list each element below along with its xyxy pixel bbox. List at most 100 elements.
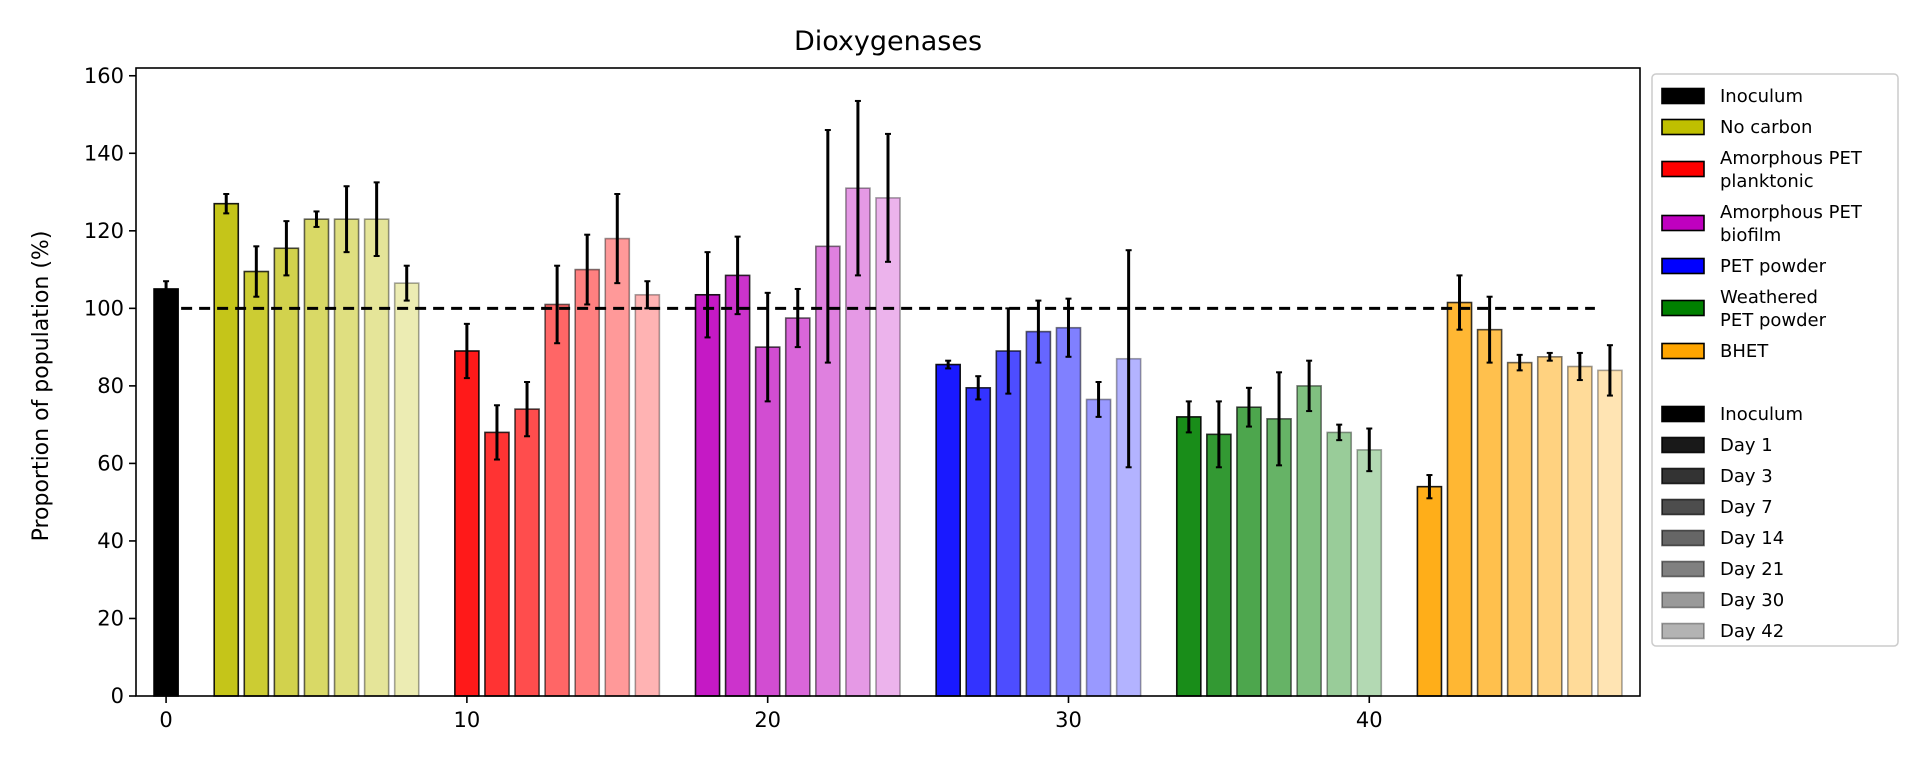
legend-swatch	[1661, 436, 1705, 454]
legend-label: PET powder	[1720, 256, 1827, 277]
legend-label: No carbon	[1720, 117, 1812, 138]
bar	[544, 303, 570, 697]
bar	[1175, 416, 1202, 697]
legend-item: Day 42	[1661, 621, 1784, 642]
bar	[574, 268, 601, 697]
bar	[1476, 328, 1503, 697]
bar	[1236, 406, 1262, 697]
bar	[213, 202, 240, 697]
error-bar	[794, 287, 801, 349]
chart-title: Dioxygenases	[794, 26, 982, 57]
error-bar	[1606, 344, 1613, 397]
legend-label: Inoculum	[1720, 404, 1803, 425]
error-bar	[614, 192, 621, 285]
error-bar	[1125, 249, 1132, 469]
error-bar	[1276, 371, 1283, 467]
error-bar	[1185, 400, 1192, 434]
legend-item: Day 14	[1661, 528, 1784, 549]
y-tick-label: 100	[84, 296, 124, 320]
bar	[1567, 365, 1593, 697]
error-bar	[463, 322, 470, 380]
legend-label: Day 7	[1720, 497, 1773, 518]
x-tick-label: 40	[1356, 708, 1383, 732]
error-bar	[734, 235, 741, 316]
legend-swatch	[1661, 405, 1705, 423]
legend-swatch	[1661, 622, 1705, 640]
legend-swatch	[1661, 257, 1705, 275]
legend-item: Day 1	[1661, 435, 1773, 456]
bar	[724, 274, 751, 697]
legend-item: Day 21	[1661, 559, 1784, 580]
error-bar	[1215, 400, 1222, 469]
bar	[484, 431, 510, 697]
bar	[1597, 369, 1623, 697]
plot-frame	[135, 67, 1641, 697]
legend-label: Inoculum	[1720, 86, 1803, 107]
bar	[1326, 431, 1353, 697]
bar	[333, 218, 360, 697]
error-bar	[704, 251, 711, 339]
legend-label: Day 42	[1720, 621, 1784, 642]
y-tick-label: 60	[97, 451, 124, 475]
legend-swatch	[1661, 560, 1705, 578]
x-tick-label: 10	[454, 708, 481, 732]
error-bar	[1426, 474, 1433, 500]
bar	[875, 197, 901, 697]
legend-item: Day 30	[1661, 590, 1784, 611]
error-bar	[885, 132, 891, 263]
bar	[935, 363, 961, 697]
error-bar	[1336, 423, 1343, 442]
error-bar	[253, 245, 260, 298]
error-bar	[1245, 386, 1252, 428]
error-bar	[1095, 381, 1102, 418]
plot-area: 0 20 40 60 80 100 120 140 160 0 10 20 30 40	[84, 64, 1641, 732]
bar	[1446, 301, 1473, 697]
y-tick-label: 160	[84, 64, 124, 88]
legend-swatch	[1661, 591, 1705, 609]
legend-swatch	[1661, 342, 1705, 360]
legend-swatch	[1661, 160, 1705, 178]
bar	[514, 408, 540, 697]
y-tick-label: 80	[97, 374, 124, 398]
legend-swatch	[1661, 87, 1705, 105]
legend-label: Amorphous PET	[1720, 148, 1863, 169]
error-bar	[493, 404, 500, 461]
legend-item: Inoculum	[1661, 86, 1803, 107]
legend-label: planktonic	[1720, 171, 1814, 192]
bar	[694, 293, 721, 697]
error-bar	[1456, 274, 1463, 331]
error-bar	[403, 264, 410, 302]
legend-item: Day 7	[1661, 497, 1773, 518]
error-bar	[163, 280, 170, 298]
legend-item: No carbon	[1661, 117, 1812, 138]
bar	[1206, 433, 1232, 697]
error-bar	[283, 220, 290, 277]
legend-label: Day 30	[1720, 590, 1784, 611]
error-bar	[1546, 351, 1553, 362]
legend-label: Amorphous PET	[1720, 202, 1863, 223]
legend-frame	[1651, 73, 1899, 647]
legend-swatch	[1661, 118, 1705, 136]
legend-item: PET powder	[1661, 256, 1827, 277]
error-bar	[343, 185, 350, 254]
error-bar	[1576, 351, 1583, 382]
legend-swatch	[1661, 498, 1705, 516]
error-bar	[1306, 359, 1313, 413]
bar	[784, 317, 811, 697]
x-tick-label: 0	[159, 708, 172, 732]
error-bar	[223, 192, 230, 215]
error-bar	[1516, 353, 1523, 372]
legend-label: biofilm	[1720, 225, 1781, 246]
legend-swatch	[1661, 467, 1705, 485]
error-bar	[854, 99, 861, 277]
bar	[1296, 385, 1322, 697]
error-bar	[945, 359, 952, 370]
legend-label: Day 14	[1720, 528, 1784, 549]
legend-label: Day 3	[1720, 466, 1773, 487]
y-tick-label: 40	[97, 529, 124, 553]
error-bar	[1366, 427, 1373, 473]
bar	[273, 247, 300, 697]
